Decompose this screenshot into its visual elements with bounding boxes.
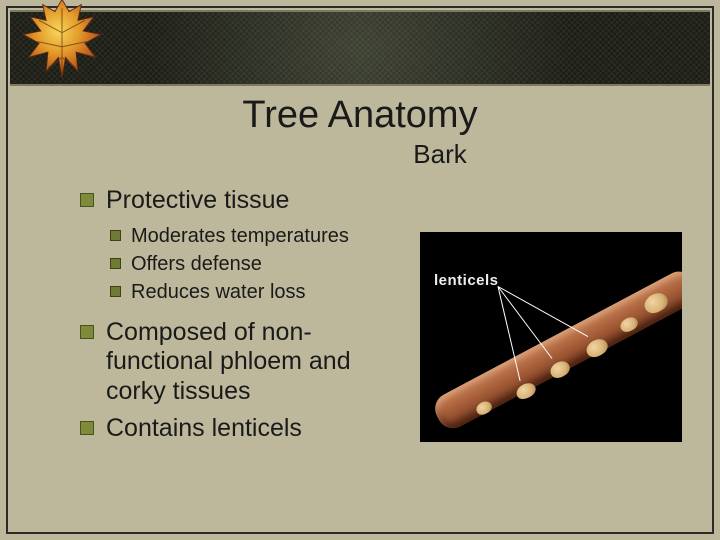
bullet-square-icon bbox=[80, 193, 94, 207]
bullet-text: Moderates temperatures bbox=[131, 224, 349, 248]
slide-title: Tree Anatomy bbox=[0, 94, 720, 137]
bullet-square-icon bbox=[80, 421, 94, 435]
bullet-text: Reduces water loss bbox=[131, 280, 306, 304]
bullet-text: Protective tissue bbox=[106, 186, 289, 216]
header-texture-band bbox=[10, 10, 710, 86]
bullet-item: Composed of non-functional phloem and co… bbox=[80, 318, 410, 407]
bullet-item: Contains lenticels bbox=[80, 414, 410, 444]
bullet-item: Reduces water loss bbox=[110, 280, 410, 304]
bullet-item: Offers defense bbox=[110, 252, 410, 276]
bullet-square-icon bbox=[80, 325, 94, 339]
maple-leaf-icon bbox=[18, 0, 106, 82]
bullet-square-icon bbox=[110, 230, 121, 241]
twig-illustration bbox=[430, 266, 682, 434]
pointer-line bbox=[498, 286, 588, 337]
title-area: Tree Anatomy Bark bbox=[0, 94, 720, 170]
slide-subtitle: Bark bbox=[0, 139, 720, 170]
bullet-text: Offers defense bbox=[131, 252, 262, 276]
bullet-content: Protective tissue Moderates temperatures… bbox=[80, 186, 410, 452]
lenticels-figure: lenticels bbox=[420, 232, 682, 442]
bullet-item: Protective tissue bbox=[80, 186, 410, 216]
bullet-square-icon bbox=[110, 286, 121, 297]
bullet-item: Moderates temperatures bbox=[110, 224, 410, 248]
bullet-square-icon bbox=[110, 258, 121, 269]
bullet-text: Contains lenticels bbox=[106, 414, 302, 444]
figure-label: lenticels bbox=[434, 272, 499, 289]
bullet-text: Composed of non-functional phloem and co… bbox=[106, 318, 410, 407]
